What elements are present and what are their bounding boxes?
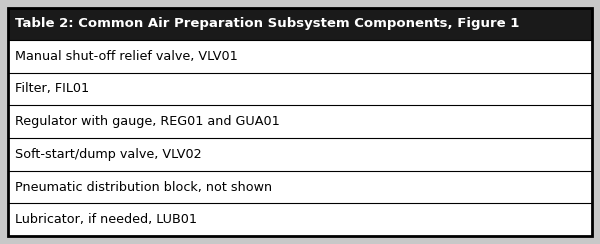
Text: Table 2: Common Air Preparation Subsystem Components, Figure 1: Table 2: Common Air Preparation Subsyste… xyxy=(15,18,520,30)
Text: Filter, FIL01: Filter, FIL01 xyxy=(15,82,89,95)
Text: Regulator with gauge, REG01 and GUA01: Regulator with gauge, REG01 and GUA01 xyxy=(15,115,280,128)
Text: Manual shut-off relief valve, VLV01: Manual shut-off relief valve, VLV01 xyxy=(15,50,238,63)
Text: Soft-start/dump valve, VLV02: Soft-start/dump valve, VLV02 xyxy=(15,148,202,161)
Text: Lubricator, if needed, LUB01: Lubricator, if needed, LUB01 xyxy=(15,213,197,226)
Bar xyxy=(8,8,592,40)
Text: Pneumatic distribution block, not shown: Pneumatic distribution block, not shown xyxy=(15,181,272,193)
